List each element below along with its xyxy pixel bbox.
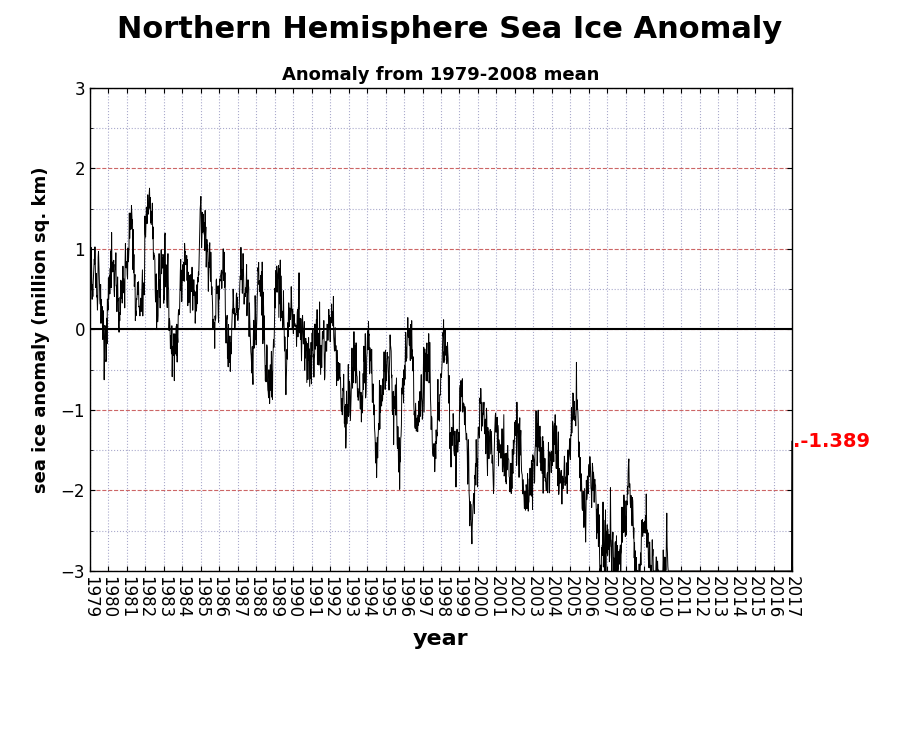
Text: .-1.389: .-1.389	[793, 432, 869, 451]
Title: Anomaly from 1979-2008 mean: Anomaly from 1979-2008 mean	[283, 65, 599, 83]
X-axis label: year: year	[413, 630, 469, 649]
Text: Northern Hemisphere Sea Ice Anomaly: Northern Hemisphere Sea Ice Anomaly	[117, 15, 783, 44]
Y-axis label: sea ice anomaly (million sq. km): sea ice anomaly (million sq. km)	[32, 166, 50, 493]
